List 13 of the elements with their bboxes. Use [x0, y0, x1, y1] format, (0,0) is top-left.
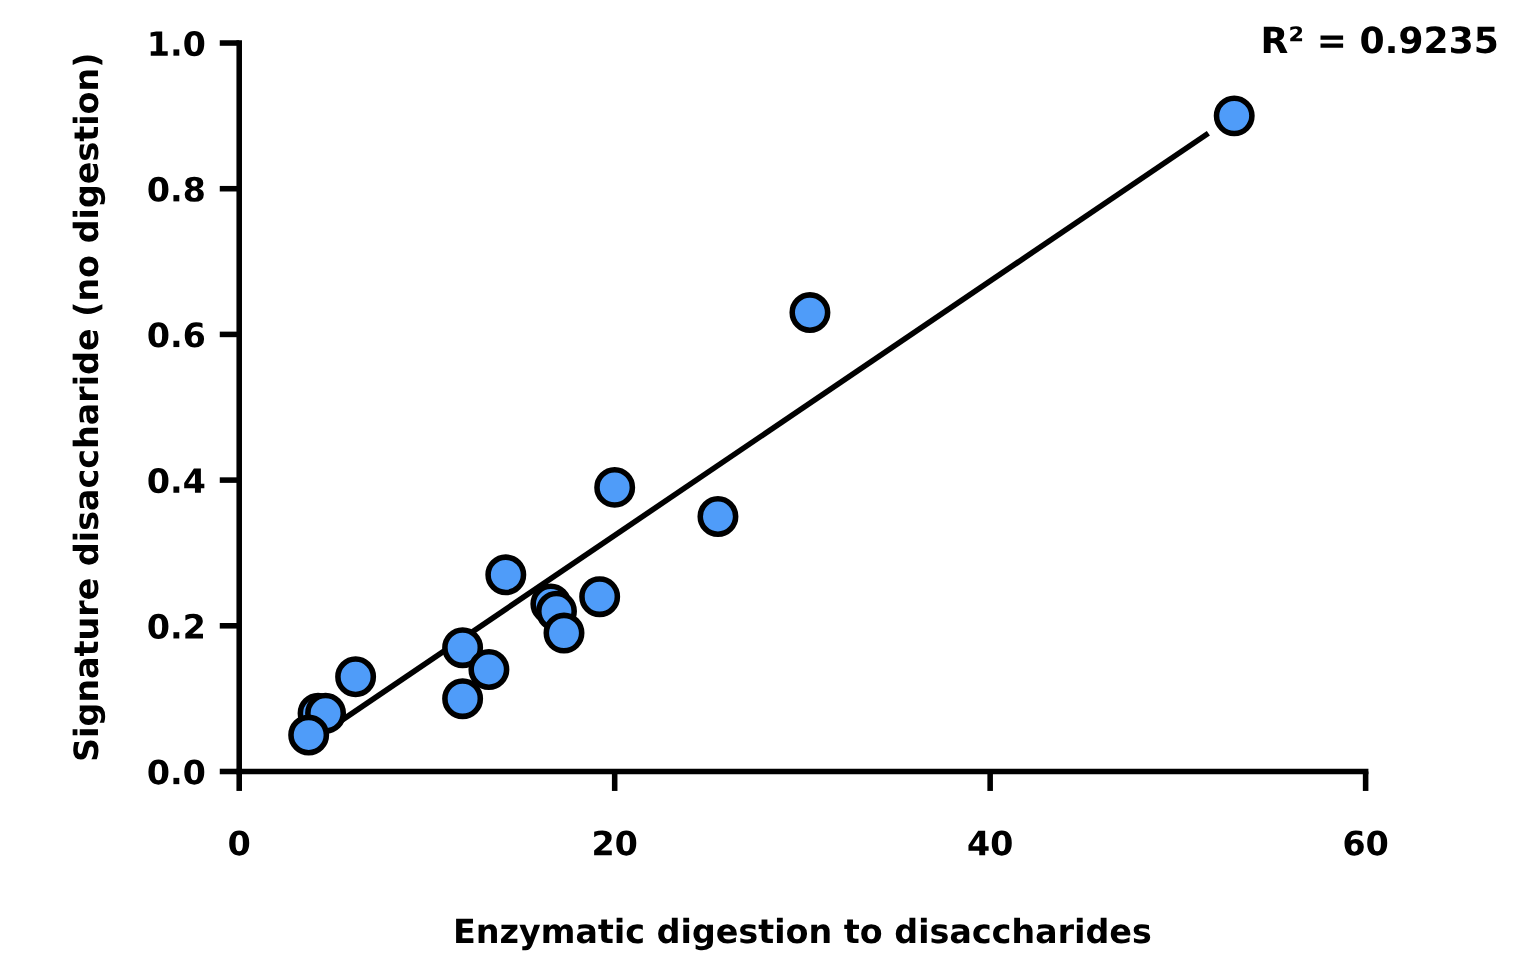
y-tick-label: 0.4 [148, 468, 205, 494]
x-tick-label: 40 [968, 830, 1012, 856]
x-axis-title: Enzymatic digestion to disaccharides [456, 917, 1151, 951]
x-tick-label: 60 [1344, 830, 1388, 856]
y-tick-label: 1.0 [150, 30, 205, 57]
y-tick-label: 0.6 [148, 322, 205, 348]
y-tick-label: 0.8 [148, 176, 204, 202]
annotation: R² = 0.9235 [1263, 26, 1497, 54]
y-tick-label: 0.2 [148, 613, 203, 639]
y-axis-title: Signature disaccharide (no digestion) [72, 55, 106, 760]
y-tick-label: 0.0 [148, 759, 205, 785]
x-tick-label: 0 [229, 830, 250, 856]
x-tick-label: 20 [594, 830, 637, 856]
